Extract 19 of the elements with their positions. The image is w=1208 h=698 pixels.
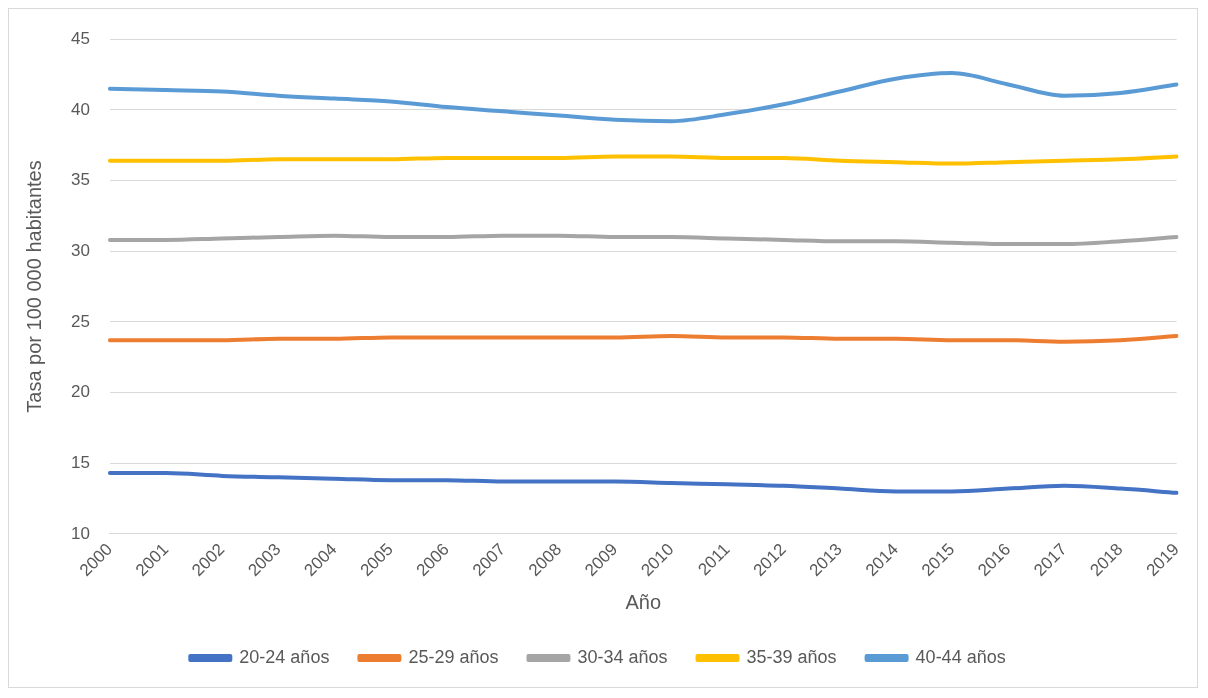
legend-label: 20-24 años bbox=[239, 646, 330, 667]
line-series bbox=[107, 471, 1179, 495]
y-tick-label: 25 bbox=[70, 311, 90, 331]
y-tick-label: 20 bbox=[70, 382, 90, 402]
x-axis-title: Año bbox=[625, 590, 662, 613]
legend-label: 35-39 años bbox=[746, 646, 837, 667]
y-tick-label: 10 bbox=[70, 523, 90, 543]
legend-label: 40-44 años bbox=[915, 646, 1006, 667]
line-series bbox=[107, 71, 1179, 124]
y-tick-label: 30 bbox=[70, 240, 90, 260]
legend-label: 25-29 años bbox=[408, 646, 499, 667]
legend-label: 30-34 años bbox=[577, 646, 668, 667]
y-tick-label: 15 bbox=[70, 452, 90, 472]
line-series bbox=[107, 154, 1179, 166]
line-series bbox=[107, 233, 1179, 247]
y-tick-label: 40 bbox=[70, 99, 90, 119]
y-tick-label: 45 bbox=[70, 28, 90, 48]
y-tick-label: 35 bbox=[70, 170, 90, 190]
y-axis-title: Tasa por 100 000 habitantes bbox=[22, 160, 45, 413]
